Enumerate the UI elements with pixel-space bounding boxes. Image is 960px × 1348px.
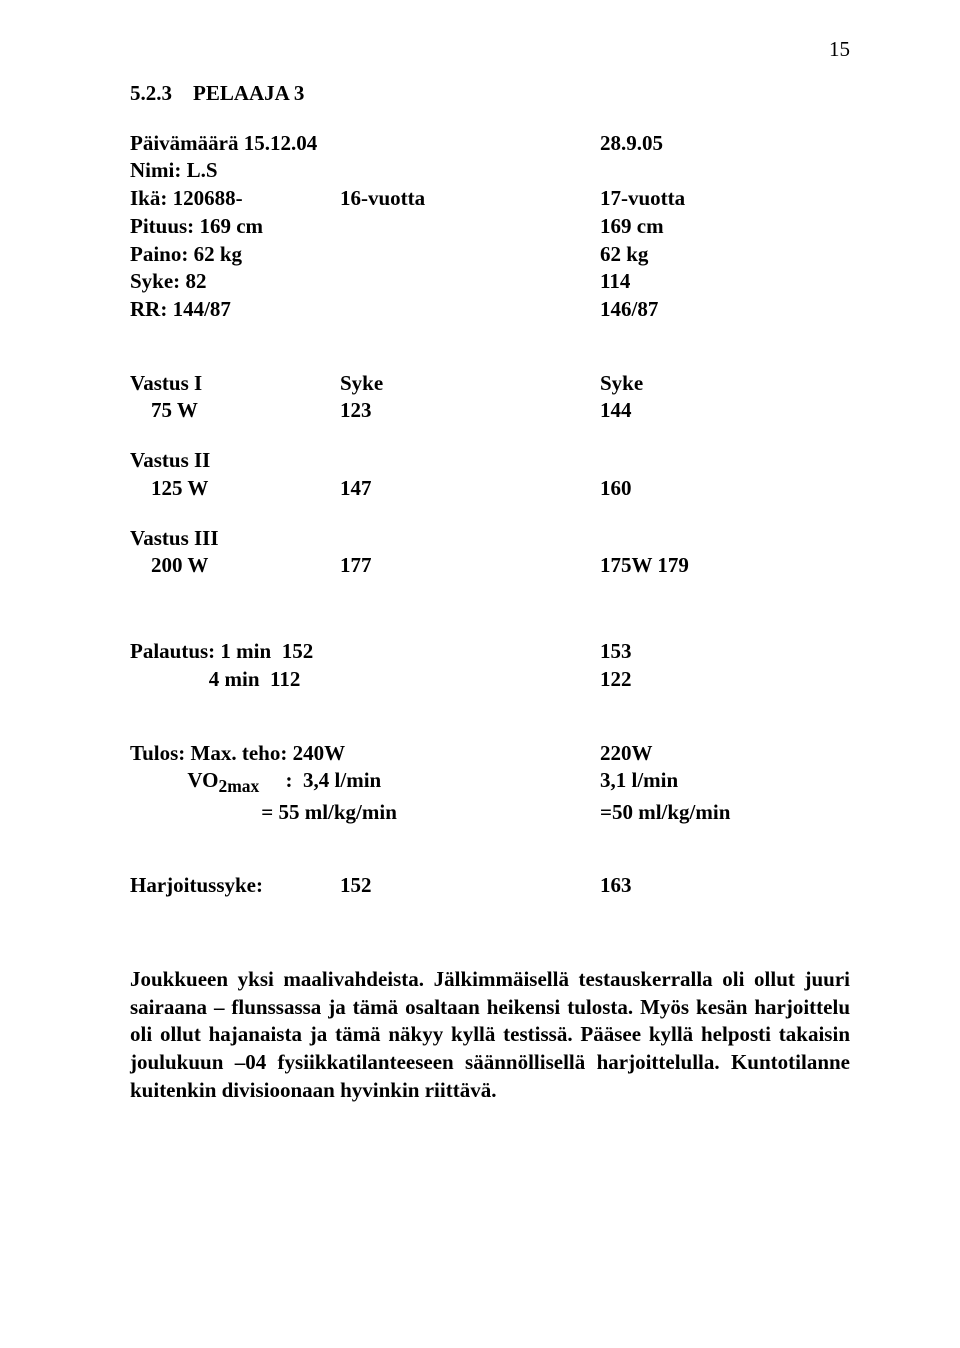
vastus3-label: Vastus III: [130, 525, 340, 553]
tulos-row2: VO2max : 3,4 l/min 3,1 l/min: [130, 767, 850, 798]
vastus2-header: Vastus II: [130, 447, 850, 475]
name-row: Nimi: L.S: [130, 157, 850, 185]
vastus2-power: 125 W: [151, 476, 208, 500]
vastus1-b: 144: [600, 397, 850, 425]
section-heading: 5.2.3 PELAAJA 3: [130, 80, 850, 108]
tulos-label: Tulos: Max. teho:: [130, 741, 287, 765]
vo2-colon: :: [286, 768, 293, 792]
palautus-row2: 4 min 112 122: [130, 666, 850, 694]
vastus3-header: Vastus III: [130, 525, 850, 553]
height-2: 169 cm: [600, 213, 850, 241]
age-id: 120688-: [173, 186, 243, 210]
vastus1-header: Vastus I Syke Syke: [130, 370, 850, 398]
vastus1-a: 123: [340, 397, 600, 425]
weight-label: Paino:: [130, 242, 188, 266]
vo2-label: VO: [187, 768, 218, 792]
palautus-r1b: 153: [600, 638, 850, 666]
vo2-a: 3,4 l/min: [303, 768, 381, 792]
syke-1: 82: [185, 269, 206, 293]
page-number: 15: [829, 36, 850, 64]
weight-1: 62 kg: [194, 242, 242, 266]
palautus-r2b: 122: [600, 666, 850, 694]
harjoitus-row: Harjoitussyke: 152 163: [130, 872, 850, 900]
name-label: Nimi:: [130, 158, 181, 182]
palautus-r2a: 112: [270, 667, 300, 691]
syke-label: Syke:: [130, 269, 180, 293]
syke-row: Syke: 82 114: [130, 268, 850, 296]
harjoitus-label: Harjoitussyke:: [130, 872, 340, 900]
section-number: 5.2.3: [130, 81, 172, 105]
tulos-teho-b: 220W: [600, 740, 850, 768]
vo2-b: 3,1 l/min: [600, 767, 850, 798]
palautus-label2: 4 min: [209, 667, 260, 691]
vo2-sub: 2max: [218, 776, 259, 796]
tulos-teho-a: 240W: [293, 741, 346, 765]
height-1: 169 cm: [199, 214, 263, 238]
date-row: Päivämäärä 15.12.04 28.9.05: [130, 130, 850, 158]
palautus-row1: Palautus: 1 min 152 153: [130, 638, 850, 666]
rr-2: 146/87: [600, 296, 850, 324]
palautus-r1a: 152: [282, 639, 314, 663]
date-1: 15.12.04: [244, 131, 318, 155]
vastus2-a: 147: [340, 475, 600, 503]
syke-2: 114: [600, 268, 850, 296]
section-title: PELAAJA 3: [193, 81, 304, 105]
name-value: L.S: [187, 158, 218, 182]
height-row: Pituus: 169 cm 169 cm: [130, 213, 850, 241]
summary-paragraph: Joukkueen yksi maalivahdeista. Jälkimmäi…: [130, 966, 850, 1105]
rr-row: RR: 144/87 146/87: [130, 296, 850, 324]
vastus2-values: 125 W 147 160: [130, 475, 850, 503]
tulos-row1: Tulos: Max. teho: 240W 220W: [130, 740, 850, 768]
tulos-row3: = 55 ml/kg/min =50 ml/kg/min: [130, 799, 850, 827]
vastus-syke-a: Syke: [340, 370, 600, 398]
harjoitus-b: 163: [600, 872, 850, 900]
document-page: 15 5.2.3 PELAAJA 3 Päivämäärä 15.12.04 2…: [0, 0, 960, 1348]
date-label: Päivämäärä: [130, 131, 238, 155]
vastus3-power: 200 W: [151, 553, 208, 577]
vastus3-b: 175W 179: [600, 552, 850, 580]
age-row: Ikä: 120688- 16-vuotta 17-vuotta: [130, 185, 850, 213]
age-label: Ikä:: [130, 186, 167, 210]
tulos-eq-b: =50 ml/kg/min: [600, 799, 850, 827]
rr-1: 144/87: [173, 297, 231, 321]
rr-label: RR:: [130, 297, 167, 321]
vastus1-power: 75 W: [151, 398, 198, 422]
date-2: 28.9.05: [600, 130, 850, 158]
age-1: 16-vuotta: [340, 185, 600, 213]
vastus1-values: 75 W 123 144: [130, 397, 850, 425]
height-label: Pituus:: [130, 214, 194, 238]
vastus1-label: Vastus I: [130, 370, 340, 398]
vastus2-label: Vastus II: [130, 447, 340, 475]
tulos-eq-a: = 55 ml/kg/min: [261, 800, 397, 824]
vastus-syke-b: Syke: [600, 370, 850, 398]
weight-2: 62 kg: [600, 241, 850, 269]
weight-row: Paino: 62 kg 62 kg: [130, 241, 850, 269]
harjoitus-a: 152: [340, 872, 600, 900]
vastus3-values: 200 W 177 175W 179: [130, 552, 850, 580]
age-2: 17-vuotta: [600, 185, 850, 213]
vastus3-a: 177: [340, 552, 600, 580]
vastus2-b: 160: [600, 475, 850, 503]
palautus-label1: Palautus: 1 min: [130, 639, 271, 663]
